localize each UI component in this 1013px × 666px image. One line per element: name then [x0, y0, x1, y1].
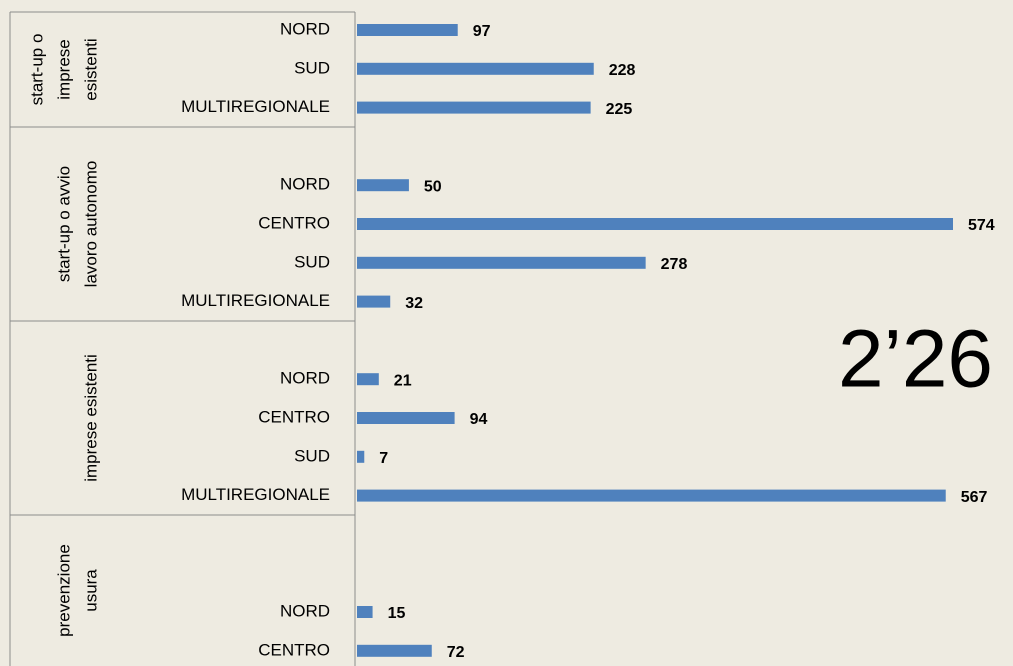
- group-label: imprese esistenti: [81, 354, 100, 482]
- value-label: 72: [447, 644, 465, 661]
- group-label: start-up o avvio: [54, 166, 73, 282]
- value-label: 97: [473, 23, 491, 40]
- group-label: esistenti: [81, 38, 100, 100]
- value-label: 567: [961, 489, 988, 506]
- annotation: 2’26: [838, 314, 993, 405]
- group-label: start-up o: [27, 34, 46, 106]
- category-label: SUD: [294, 252, 330, 271]
- group-label: prevenzione: [54, 544, 73, 637]
- group-label: usura: [81, 569, 100, 612]
- category-label: NORD: [280, 601, 330, 620]
- category-label: NORD: [280, 175, 330, 194]
- bar: [357, 179, 409, 192]
- bar: [357, 450, 365, 463]
- bar: [357, 256, 646, 269]
- category-label: NORD: [280, 369, 330, 388]
- category-label: MULTIREGIONALE: [181, 97, 330, 116]
- category-label: CENTRO: [258, 407, 330, 426]
- category-label: NORD: [280, 19, 330, 38]
- group-label: imprese: [54, 39, 73, 99]
- bar: [357, 489, 946, 502]
- bar: [357, 644, 432, 657]
- bar: [357, 101, 591, 114]
- value-label: 228: [609, 62, 636, 79]
- category-label: CENTRO: [258, 213, 330, 232]
- bar: [357, 412, 455, 424]
- value-label: 50: [424, 178, 442, 195]
- bar: [357, 218, 953, 230]
- category-label: MULTIREGIONALE: [181, 291, 330, 310]
- value-label: 15: [388, 605, 406, 622]
- bar: [357, 373, 379, 386]
- bar: [357, 295, 391, 308]
- value-label: 574: [968, 217, 995, 234]
- category-label: CENTRO: [258, 640, 330, 659]
- bar: [357, 62, 594, 75]
- group-label: lavoro autonomo: [81, 161, 100, 288]
- category-label: SUD: [294, 446, 330, 465]
- bar: [357, 606, 373, 618]
- bar: [357, 24, 458, 36]
- value-label: 94: [470, 411, 488, 428]
- value-label: 225: [606, 101, 633, 118]
- category-label: SUD: [294, 58, 330, 77]
- value-label: 21: [394, 372, 412, 389]
- value-label: 278: [661, 256, 688, 273]
- value-label: 7: [379, 450, 388, 467]
- value-label: 32: [405, 295, 423, 312]
- category-label: MULTIREGIONALE: [181, 485, 330, 504]
